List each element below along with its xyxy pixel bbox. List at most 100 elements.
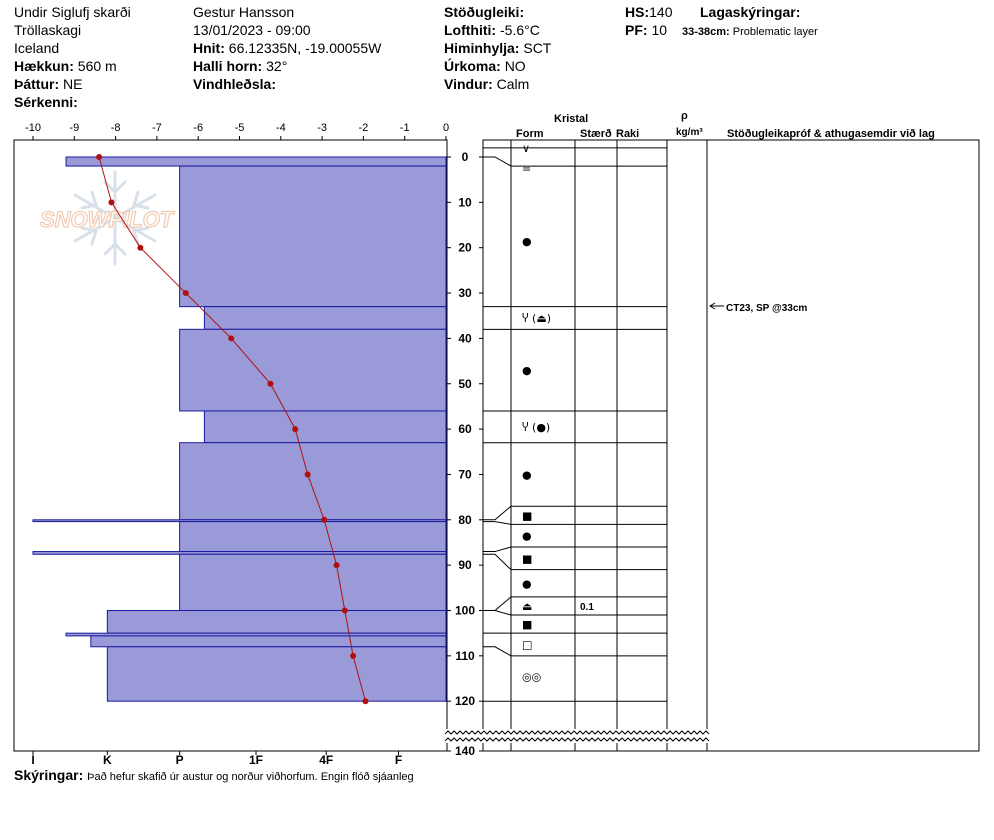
hardness-layer-3: [179, 328, 447, 412]
layer-connector: [483, 505, 512, 521]
temperature-point: [96, 154, 103, 160]
moisture-header: Raki: [616, 128, 640, 140]
kristal-header: Kristal: [554, 113, 589, 125]
depth-tick-label: 100: [455, 604, 475, 618]
size-header: Stærð: [580, 128, 612, 140]
sky-value: SCT: [523, 40, 552, 56]
sky-label: Himinhylja:: [444, 40, 520, 56]
crystal-symbol: ∨: [522, 142, 530, 155]
temperature-point: [228, 335, 235, 342]
crystal-symbol: ■: [522, 552, 532, 565]
temp-tick-label: 0: [443, 122, 449, 134]
form-header: Form: [516, 128, 544, 140]
aspect-value: NE: [63, 76, 83, 92]
air-temp-row: Lofthiti: -5.6°C: [444, 22, 540, 38]
aspect-row: Þáttur: NE: [14, 76, 82, 92]
hardness-layer-2: [203, 306, 447, 330]
temp-tick-label: -4: [276, 122, 286, 134]
crystal-symbol: ●: [522, 235, 532, 248]
depth-tick-label: 80: [458, 513, 472, 527]
depth-tick-label: 20: [458, 241, 472, 255]
temperature-point: [304, 471, 311, 478]
slope-label: Halli horn:: [193, 58, 263, 74]
hs-label: HS:: [625, 4, 650, 20]
temperature-point: [321, 516, 328, 523]
hardness-layer-1: [179, 165, 447, 308]
coords-value: 66.12335N, -19.00055W: [228, 40, 382, 56]
layer-note-depth: 33-38cm:: [682, 26, 730, 38]
stability-tests-header: Stöðugleikapróf & athugasemdir við lag: [727, 128, 935, 140]
layer-connector: [483, 646, 512, 657]
hardness-layer-0: [65, 156, 447, 167]
temp-tick-label: -6: [193, 122, 203, 134]
pf-label: PF:: [625, 22, 648, 38]
depth-tick-label: 90: [458, 558, 472, 572]
hardness-axis: I K P 1F 4F F: [31, 751, 402, 767]
air-temp-value: -5.6°C: [499, 22, 540, 38]
precip-label: Úrkoma:: [444, 58, 501, 74]
location: Undir Siglufj skarði: [14, 4, 131, 20]
depth-tick-label: 0: [462, 150, 469, 164]
footer-label: Skýringar:: [14, 767, 84, 783]
temp-tick-label: -7: [152, 122, 162, 134]
depth-axis: 0 10 20 30 40 50 60 70 80 90 100 110 120 140: [447, 150, 483, 758]
wind-row: Vindur: Calm: [444, 76, 529, 92]
slope-value: 32°: [266, 58, 288, 74]
temp-tick-label: -9: [69, 122, 79, 134]
crystal-symbol: Ⴤ (⏏): [522, 312, 551, 325]
depth-tick-label: 60: [458, 422, 472, 436]
wind-value: Calm: [496, 76, 530, 92]
temperature-point: [292, 426, 299, 433]
layer-note-text: Problematic layer: [732, 26, 818, 38]
crystal-symbol: ●: [522, 364, 532, 377]
region: Tröllaskagi: [14, 22, 82, 38]
hardness-tick-label: 1F: [249, 753, 263, 767]
elevation-row: Hækkun: 560 m: [14, 58, 117, 74]
temp-tick-label: -1: [400, 122, 410, 134]
stability-label: Stöðugleiki:: [444, 4, 525, 20]
layer-connector: [483, 156, 512, 167]
hs-value: 140: [649, 4, 673, 20]
crystal-symbol: =: [522, 162, 531, 175]
layer-connector: [483, 596, 512, 611]
footer: Skýringar: Það hefur skafið úr austur og…: [14, 767, 414, 785]
elevation-label: Hækkun:: [14, 58, 74, 74]
snowflake-icon: [73, 170, 157, 266]
crystal-symbol: ■: [522, 618, 532, 631]
hardness-layer-4: [203, 410, 447, 444]
crystal-symbol: ⏏: [522, 600, 532, 613]
depth-tick-label: 140: [455, 744, 475, 758]
hardness-tick-label: K: [103, 753, 112, 767]
hardness-layers: [32, 156, 447, 702]
hardness-layer-7: [179, 521, 447, 553]
crystal-symbol: □: [522, 639, 532, 652]
crystal-symbol: Ⴤ (●): [522, 421, 550, 434]
depth-tick-label: 40: [458, 331, 472, 345]
watermark-text: SNOWPILOT: [40, 207, 175, 232]
hardness-layer-10: [106, 610, 447, 634]
temperature-point: [350, 652, 357, 659]
temperature-point: [182, 290, 189, 297]
temperature-point: [267, 380, 274, 387]
layer-note: 33-38cm: Problematic layer: [682, 24, 818, 40]
crystal-symbols: ∨ = ● Ⴤ (⏏) ● Ⴤ (●) ● ■ ● ■ ● ⏏ 0.1 ■ □ ◎◎: [522, 142, 594, 683]
depth-tick-label: 110: [455, 649, 475, 663]
density-unit-header: kg/m³: [676, 127, 703, 138]
pf-row: PF: 10: [625, 22, 667, 38]
hardness-tick-label: F: [395, 753, 402, 767]
depth-tick-label: 10: [458, 195, 472, 209]
crystal-symbol: ■: [522, 509, 532, 522]
stability-test-arrow: [709, 302, 724, 310]
temperature-axis: -10 -9 -8 -7 -6 -5 -4 -3 -2 -1 0: [25, 122, 449, 140]
wind-loading-label: Vindhleðsla:: [193, 76, 276, 92]
aspect-label: Þáttur:: [14, 76, 60, 92]
coords-label: Hnit:: [193, 40, 225, 56]
hardness-tick-label: I: [31, 753, 34, 767]
crystal-table: [482, 139, 980, 752]
stability-test-note: CT23, SP @33cm: [726, 303, 808, 314]
depth-tick-label: 50: [458, 377, 472, 391]
layer-connector: [483, 546, 512, 553]
depth-tick-label: 30: [458, 286, 472, 300]
plot-frame: [13, 139, 448, 752]
